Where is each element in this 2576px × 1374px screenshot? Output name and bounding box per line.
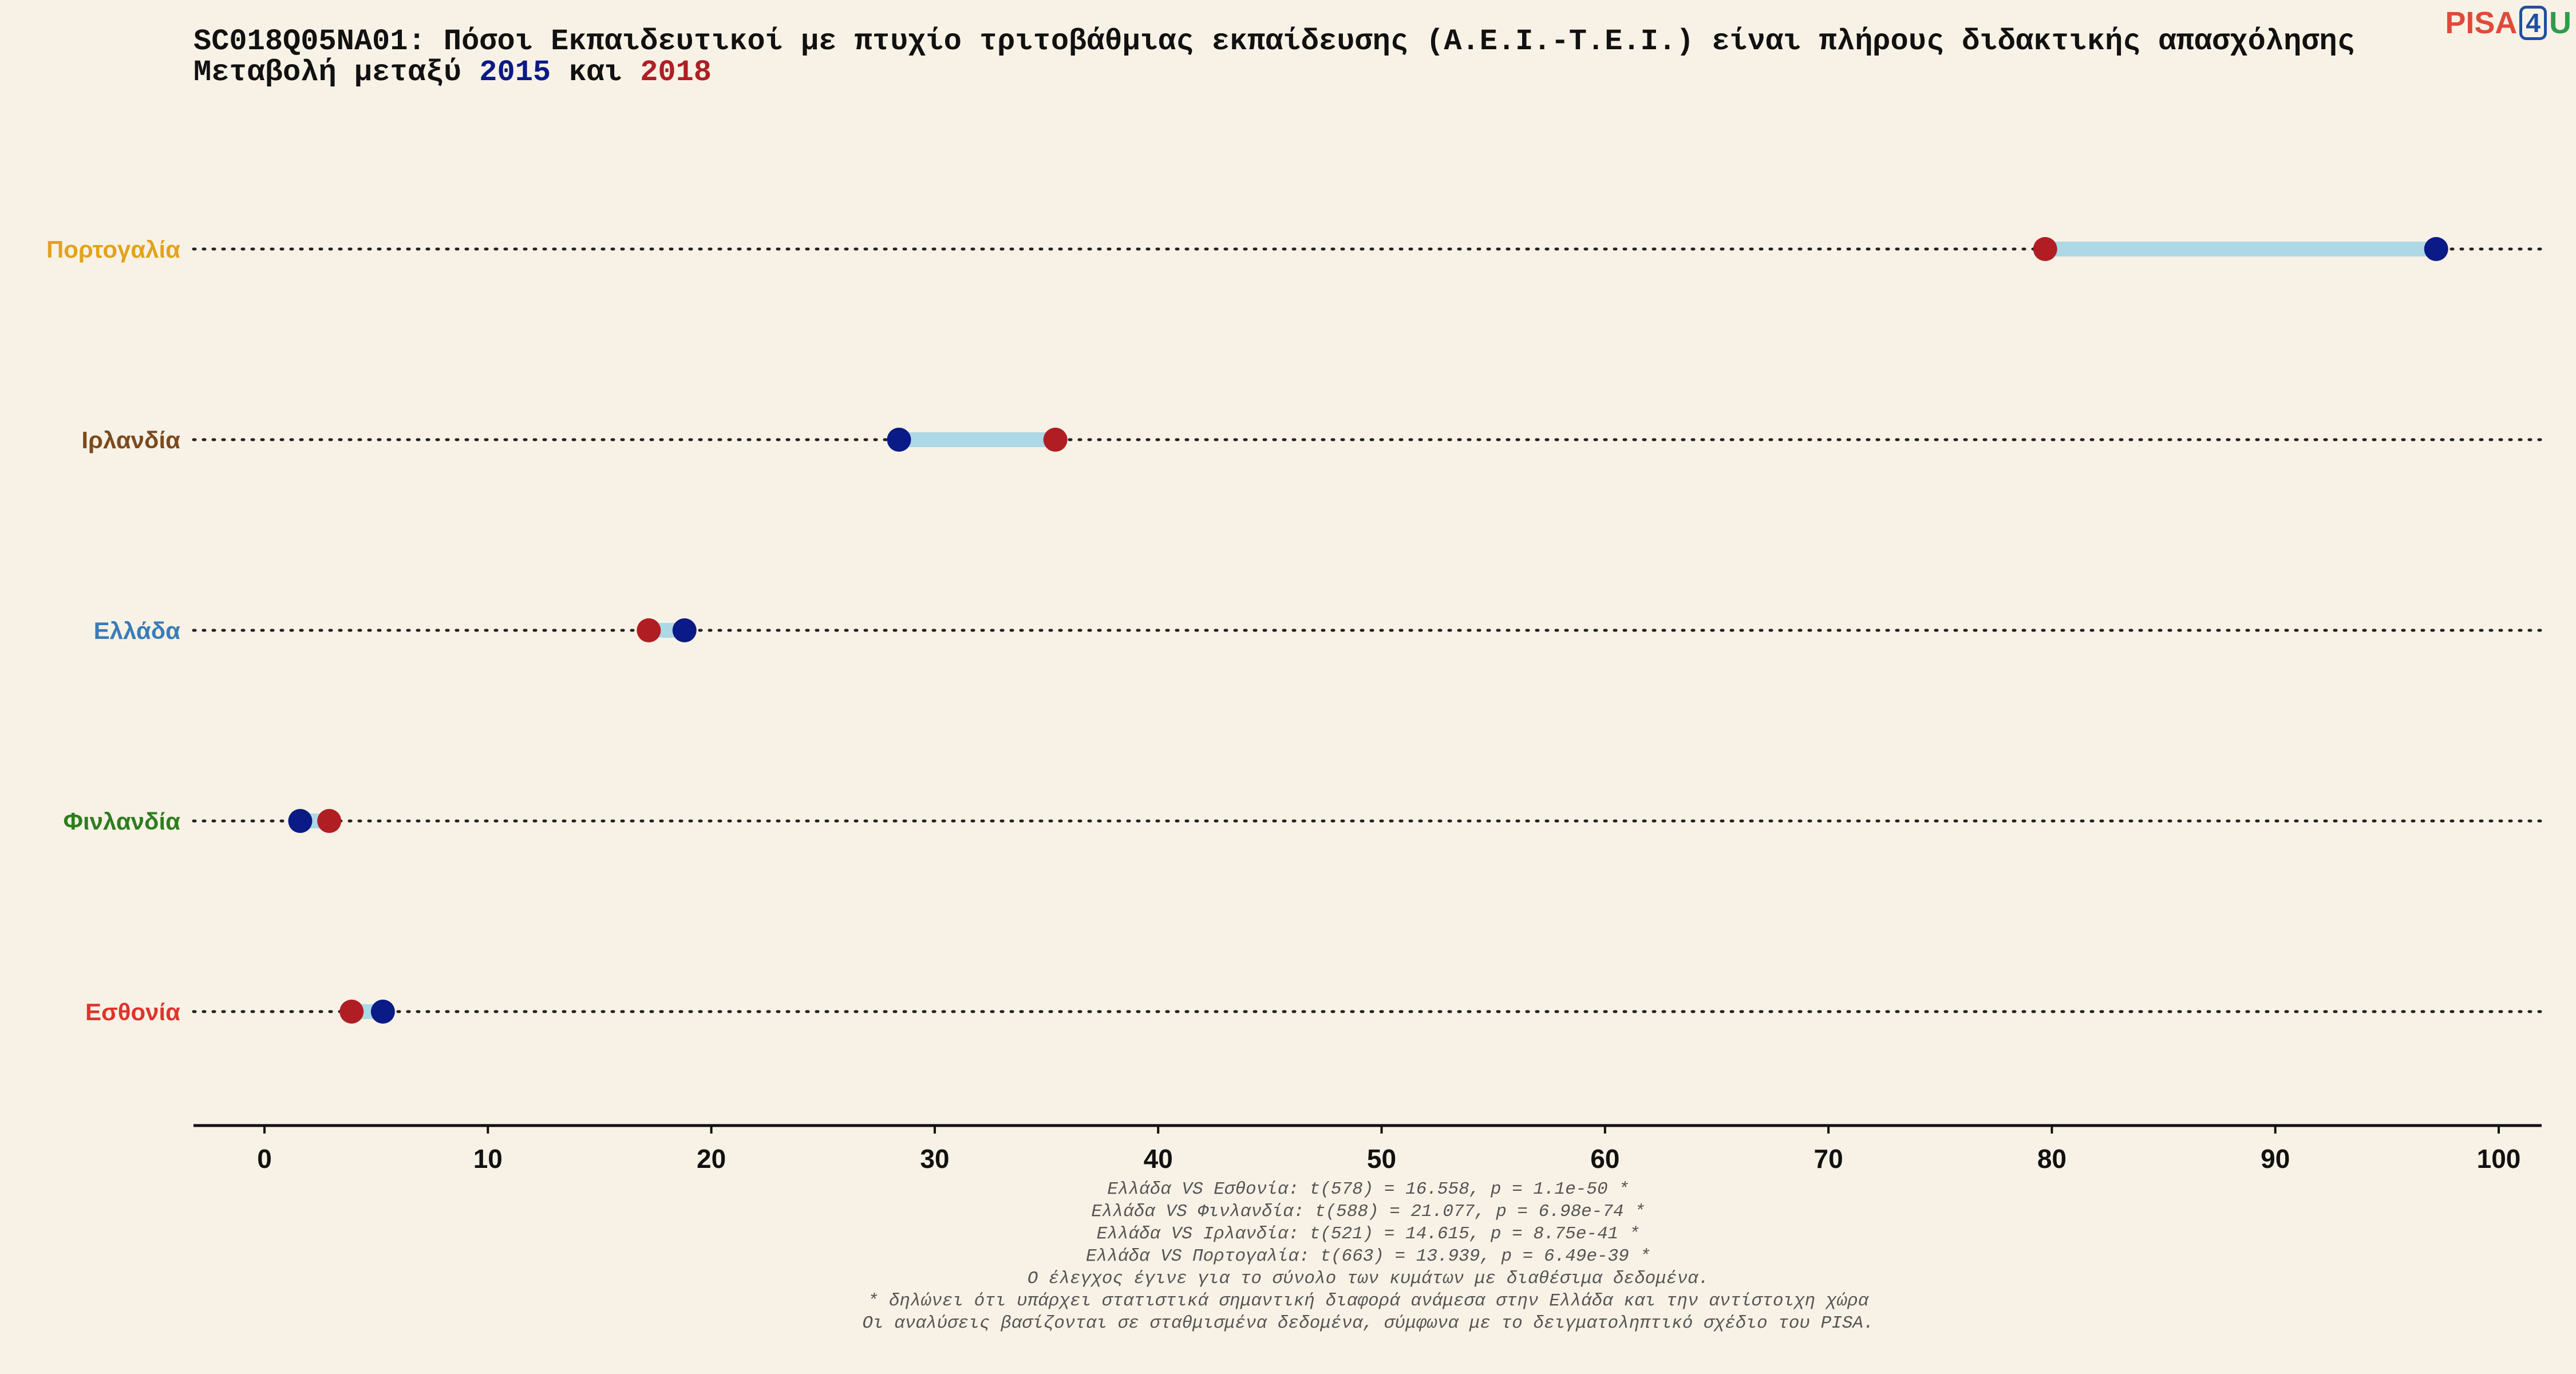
title-line-2-prefix: Μεταβολή μεταξύ bbox=[193, 56, 462, 89]
x-tick-label: 20 bbox=[697, 1144, 726, 1174]
footnote-line: * δηλώνει ότι υπάρχει στατιστικά σημαντι… bbox=[867, 1291, 1869, 1311]
point-2018 bbox=[1043, 428, 1068, 452]
point-2018 bbox=[317, 809, 342, 833]
x-tick-label: 70 bbox=[1814, 1144, 1843, 1174]
point-2018 bbox=[637, 618, 661, 642]
footnote-line: Ελλάδα VS Εσθονία: t(578) = 16.558, p = … bbox=[1107, 1179, 1629, 1199]
logo-pisa-text: PISA bbox=[2445, 6, 2518, 40]
title-year-2015: 2015 bbox=[479, 56, 551, 89]
x-tick-label: 60 bbox=[1590, 1144, 1619, 1174]
country-label: Πορτογαλία bbox=[46, 236, 180, 263]
x-tick-label: 30 bbox=[920, 1144, 949, 1174]
point-2015 bbox=[288, 809, 313, 833]
footnote-line: Ελλάδα VS Ιρλανδία: t(521) = 14.615, p =… bbox=[1096, 1224, 1640, 1244]
x-tick-label: 100 bbox=[2477, 1144, 2521, 1174]
pisa4u-logo: PISA 4 U bbox=[2445, 5, 2571, 41]
x-tick-label: 50 bbox=[1367, 1144, 1396, 1174]
x-tick-label: 10 bbox=[473, 1144, 503, 1174]
title-conjunction: και bbox=[568, 56, 622, 89]
country-label: Ιρλανδία bbox=[81, 427, 180, 453]
title-year-2018: 2018 bbox=[640, 56, 712, 89]
footnote-line: Ελλάδα VS Φινλανδία: t(588) = 21.077, p … bbox=[1091, 1202, 1645, 1222]
x-tick-label: 90 bbox=[2261, 1144, 2290, 1174]
logo-u-text: U bbox=[2549, 6, 2571, 40]
x-tick-label: 40 bbox=[1144, 1144, 1173, 1174]
x-tick-label: 80 bbox=[2037, 1144, 2067, 1174]
logo-four-box: 4 bbox=[2519, 6, 2547, 40]
country-label: Φινλανδία bbox=[64, 808, 181, 835]
footnote-line: Οι αναλύσεις βασίζονται σε σταθμισμένα δ… bbox=[862, 1313, 1874, 1333]
x-tick-label: 0 bbox=[257, 1144, 272, 1174]
footnote-line: Ο έλεγχος έγινε για το σύνολο των κυμάτω… bbox=[1027, 1269, 1709, 1289]
footnote-line: Ελλάδα VS Πορτογαλία: t(663) = 13.939, p… bbox=[1086, 1246, 1650, 1266]
footnotes: Ελλάδα VS Εσθονία: t(578) = 16.558, p = … bbox=[515, 1178, 2221, 1334]
title-line-1: SC018Q05NA01: Πόσοι Εκπαιδευτικοί με πτυ… bbox=[193, 25, 2355, 58]
country-label: Ελλάδα bbox=[94, 617, 181, 644]
point-2015 bbox=[2424, 237, 2448, 261]
point-2015 bbox=[370, 1000, 395, 1024]
point-2015 bbox=[672, 618, 697, 642]
title-line-2: Μεταβολή μεταξύ 2015 και 2018 bbox=[193, 57, 2426, 88]
chart-title: SC018Q05NA01: Πόσοι Εκπαιδευτικοί με πτυ… bbox=[193, 26, 2426, 88]
point-2018 bbox=[2033, 237, 2057, 261]
point-2015 bbox=[887, 428, 911, 452]
country-label: Εσθονία bbox=[85, 998, 180, 1025]
point-2018 bbox=[339, 1000, 364, 1024]
